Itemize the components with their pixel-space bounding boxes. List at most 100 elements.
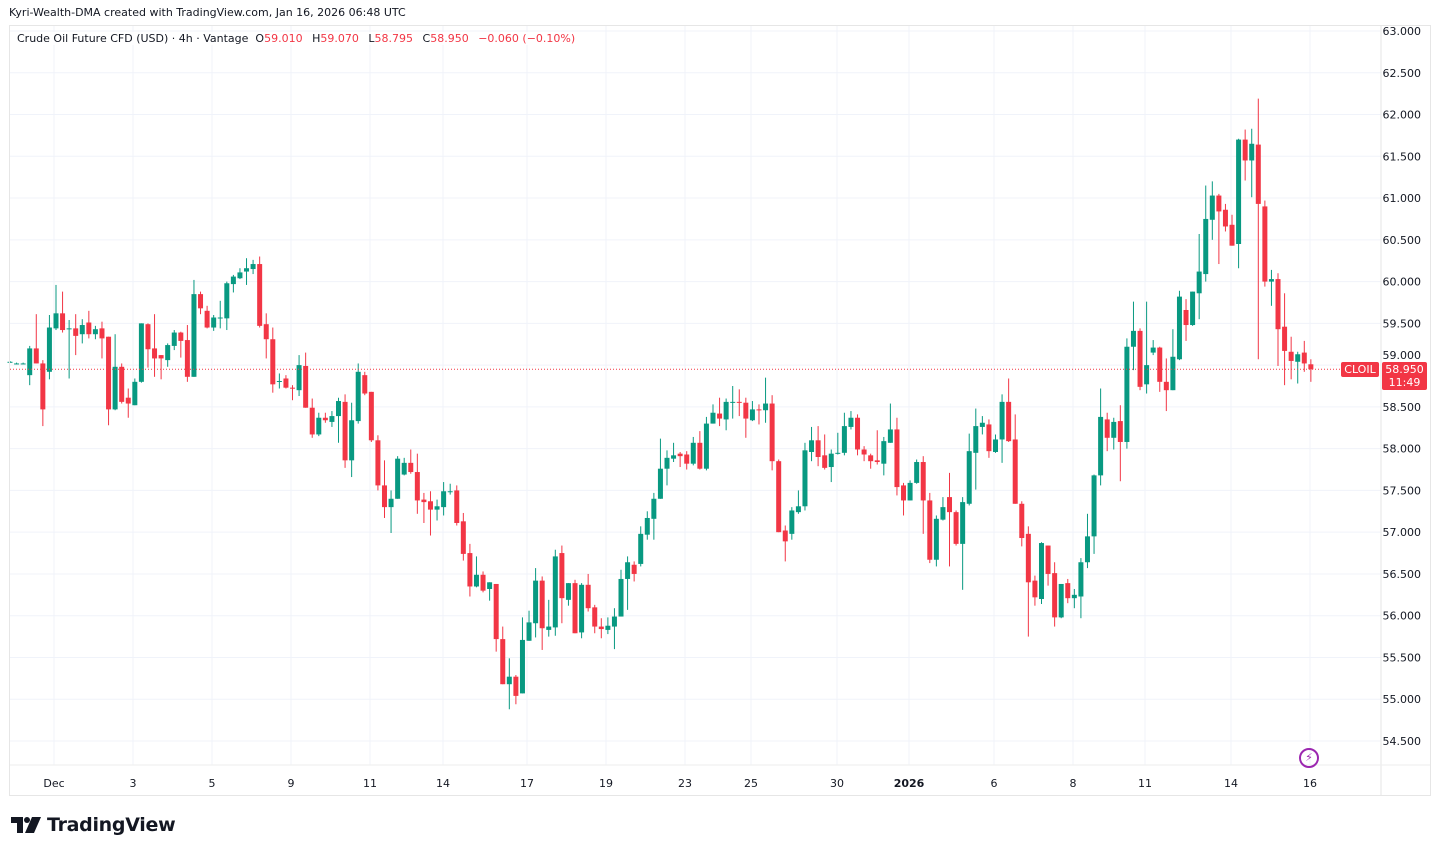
candle[interactable]	[447, 483, 453, 495]
candle[interactable]	[848, 411, 854, 430]
candle[interactable]	[1170, 329, 1176, 391]
symbol-legend[interactable]: Crude Oil Future CFD (USD) · 4h · Vantag…	[17, 32, 582, 45]
candle[interactable]	[881, 436, 887, 476]
candle[interactable]	[1117, 405, 1123, 482]
candle[interactable]	[99, 321, 105, 359]
candle[interactable]	[986, 419, 992, 458]
candle[interactable]	[132, 378, 138, 406]
candle[interactable]	[703, 416, 709, 471]
candle[interactable]	[618, 569, 624, 617]
candle[interactable]	[993, 434, 998, 453]
candle[interactable]	[933, 515, 939, 567]
candle[interactable]	[381, 460, 387, 518]
candle[interactable]	[119, 363, 125, 404]
candle[interactable]	[966, 433, 972, 506]
candle[interactable]	[224, 281, 230, 331]
candle[interactable]	[1275, 273, 1281, 366]
candle[interactable]	[408, 449, 414, 474]
time-axis[interactable]: Dec 3 5 9 11 14 17 19 23 25 30 2026 6 8 11 14 16	[43, 777, 1317, 790]
candle[interactable]	[375, 435, 381, 491]
candle[interactable]	[559, 545, 565, 624]
candle[interactable]	[92, 325, 98, 340]
candle[interactable]	[230, 274, 236, 293]
candle[interactable]	[427, 491, 433, 536]
candle[interactable]	[1209, 181, 1215, 240]
candle[interactable]	[894, 417, 900, 496]
candle[interactable]	[815, 426, 821, 467]
candle[interactable]	[710, 404, 716, 424]
candle[interactable]	[565, 583, 571, 606]
candle[interactable]	[1012, 414, 1018, 504]
candle[interactable]	[513, 675, 519, 705]
candle[interactable]	[625, 556, 631, 610]
candle[interactable]	[572, 579, 578, 634]
candle[interactable]	[1301, 340, 1307, 372]
candle[interactable]	[1058, 583, 1064, 619]
candle[interactable]	[270, 327, 276, 393]
candle[interactable]	[579, 583, 585, 639]
candle[interactable]	[460, 512, 466, 561]
candle[interactable]	[211, 315, 217, 331]
candle[interactable]	[1190, 291, 1196, 326]
candle[interactable]	[1091, 474, 1097, 554]
candle[interactable]	[506, 658, 512, 710]
candle[interactable]	[493, 583, 499, 652]
candle[interactable]	[1216, 193, 1222, 265]
candle[interactable]	[244, 258, 250, 285]
candle[interactable]	[664, 450, 670, 486]
candle[interactable]	[1065, 578, 1071, 604]
candle[interactable]	[20, 362, 26, 365]
candle[interactable]	[953, 510, 959, 546]
candle[interactable]	[1111, 417, 1117, 450]
candle[interactable]	[1124, 338, 1130, 449]
candle[interactable]	[1098, 388, 1104, 486]
candle[interactable]	[887, 403, 893, 443]
candle[interactable]	[835, 432, 841, 455]
candle[interactable]	[480, 571, 486, 593]
candle[interactable]	[395, 456, 401, 499]
candle[interactable]	[638, 526, 644, 567]
candle[interactable]	[7, 360, 13, 363]
candle[interactable]	[467, 543, 473, 597]
price-axis[interactable]: 63.000 62.500 62.000 61.500 61.000 60.500 60.0…	[1383, 25, 1422, 748]
candle[interactable]	[802, 442, 808, 511]
candle[interactable]	[776, 459, 782, 533]
candle[interactable]	[178, 331, 184, 358]
candle[interactable]	[1038, 542, 1044, 605]
candle[interactable]	[914, 459, 920, 484]
candle[interactable]	[684, 451, 690, 470]
candle[interactable]	[1137, 328, 1143, 391]
lightning-icon[interactable]: ⚡	[1299, 748, 1319, 768]
candle[interactable]	[1084, 513, 1090, 569]
candle[interactable]	[1222, 203, 1228, 232]
candle[interactable]	[165, 343, 171, 367]
candle[interactable]	[257, 256, 263, 328]
candle[interactable]	[1295, 351, 1301, 384]
candle[interactable]	[947, 472, 953, 567]
candle[interactable]	[598, 618, 604, 639]
candle[interactable]	[290, 385, 296, 401]
candle[interactable]	[782, 525, 788, 562]
candle[interactable]	[769, 395, 775, 471]
candle[interactable]	[756, 404, 762, 425]
candle[interactable]	[204, 305, 210, 329]
candle[interactable]	[184, 325, 190, 382]
candle[interactable]	[927, 492, 933, 564]
candle[interactable]	[473, 556, 479, 588]
candle[interactable]	[342, 394, 348, 468]
candle[interactable]	[276, 373, 282, 389]
candle[interactable]	[1163, 358, 1169, 412]
candle[interactable]	[1104, 412, 1110, 452]
candle[interactable]	[401, 457, 407, 476]
candle[interactable]	[1071, 588, 1077, 609]
candle[interactable]	[920, 456, 926, 534]
candle[interactable]	[125, 388, 131, 418]
candle[interactable]	[349, 402, 355, 478]
candle[interactable]	[152, 314, 158, 377]
candle[interactable]	[388, 490, 394, 534]
candle[interactable]	[487, 582, 493, 601]
candle[interactable]	[841, 412, 847, 456]
candle[interactable]	[362, 371, 368, 396]
candle[interactable]	[86, 310, 92, 339]
